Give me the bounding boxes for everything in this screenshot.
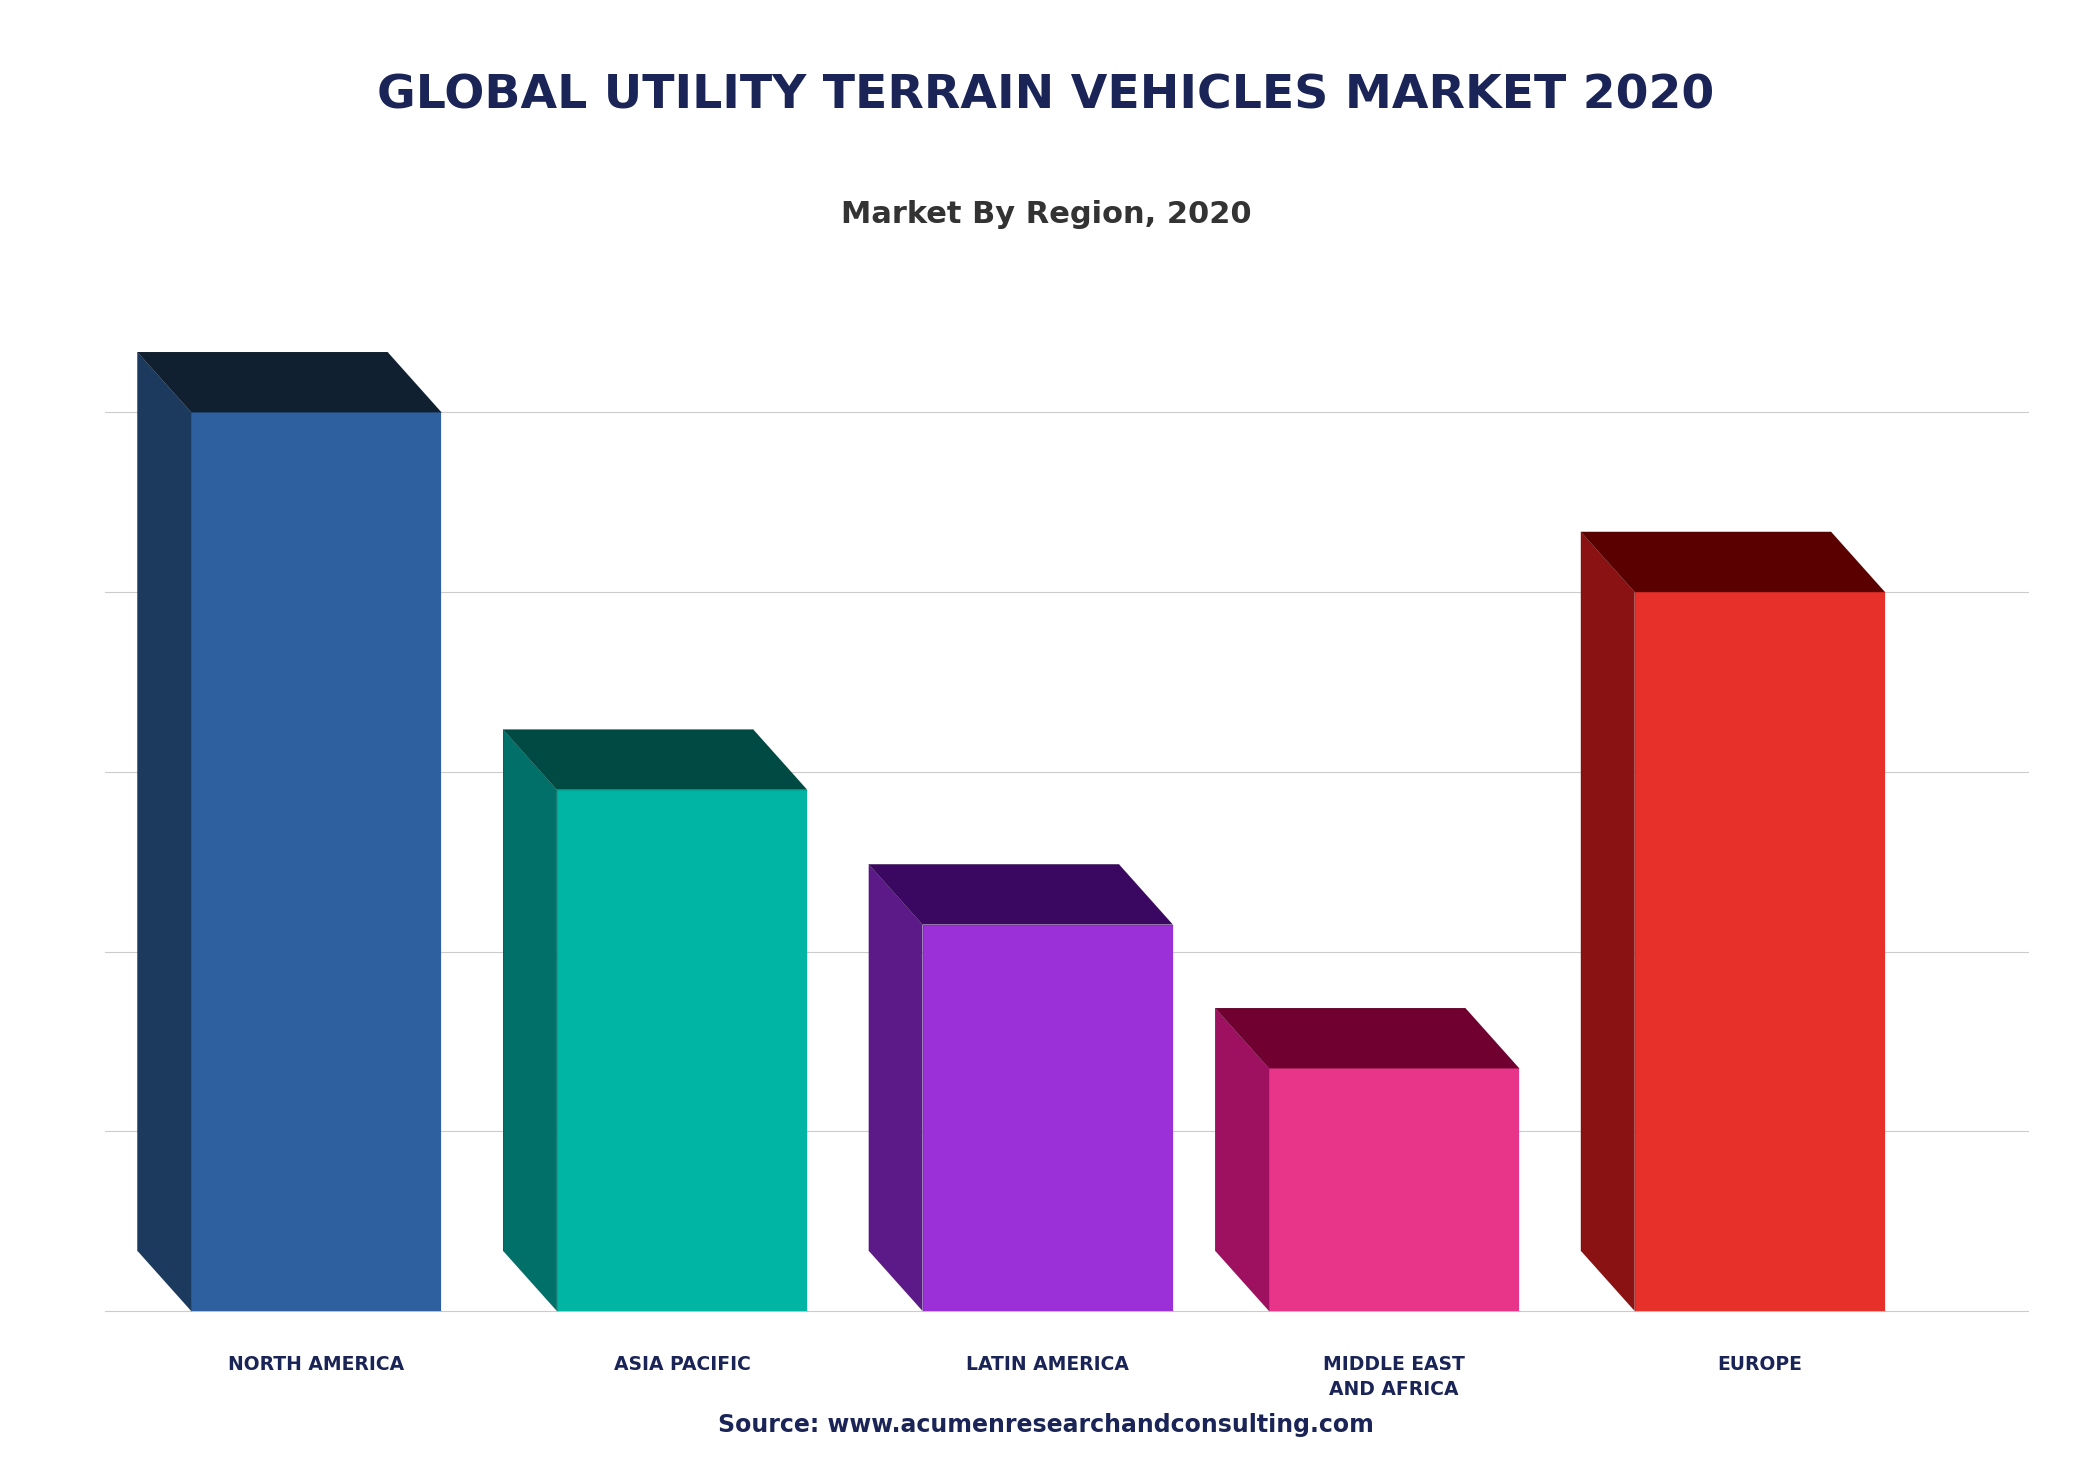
Polygon shape [502,730,808,789]
Text: LATIN AMERICA: LATIN AMERICA [967,1355,1130,1374]
Text: Source: www.acumenresearchandconsulting.com: Source: www.acumenresearchandconsulting.… [718,1413,1374,1437]
Polygon shape [556,789,808,1311]
Polygon shape [1215,1009,1270,1311]
Polygon shape [868,865,923,1311]
Text: ASIA PACIFIC: ASIA PACIFIC [613,1355,751,1374]
Text: NORTH AMERICA: NORTH AMERICA [228,1355,404,1374]
Text: EUROPE: EUROPE [1718,1355,1801,1374]
Polygon shape [1215,1009,1519,1068]
Polygon shape [1582,532,1634,1311]
Polygon shape [190,412,441,1311]
Polygon shape [868,865,1174,924]
Polygon shape [1634,592,1885,1311]
Polygon shape [1270,1068,1519,1311]
Text: GLOBAL UTILITY TERRAIN VEHICLES MARKET 2020: GLOBAL UTILITY TERRAIN VEHICLES MARKET 2… [377,74,1715,118]
Polygon shape [1582,532,1885,592]
Text: Market By Region, 2020: Market By Region, 2020 [841,200,1251,230]
Polygon shape [138,352,190,1311]
Polygon shape [502,730,556,1311]
Polygon shape [138,352,441,412]
Text: MIDDLE EAST
AND AFRICA: MIDDLE EAST AND AFRICA [1322,1355,1464,1400]
Polygon shape [923,924,1174,1311]
